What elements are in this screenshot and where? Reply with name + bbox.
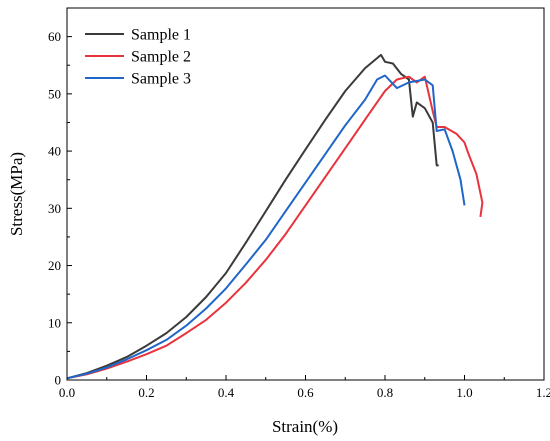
y-tick-label: 20: [48, 258, 61, 273]
series-line-3: [66, 74, 466, 380]
x-axis-title: Strain(%): [272, 417, 338, 436]
y-tick-label: 30: [48, 201, 61, 216]
legend: Sample 1 Sample 2 Sample 3: [85, 27, 191, 88]
y-tick-label: 10: [48, 315, 61, 330]
y-tick-label: 50: [48, 86, 61, 101]
plot-lines: [66, 53, 484, 380]
legend-label-1: Sample 1: [131, 27, 191, 44]
series-line-1: [66, 53, 439, 380]
y-tick-label: 0: [55, 373, 62, 388]
y-axis-ticks: 0 10 20 30 40 50 60: [48, 29, 72, 388]
x-tick-label: 0.0: [59, 385, 75, 400]
x-tick-label: 0.8: [377, 385, 393, 400]
series-line-2: [66, 75, 484, 380]
x-tick-label: 0.6: [297, 385, 314, 400]
x-tick-label: 1.2: [536, 385, 550, 400]
legend-label-3: Sample 3: [131, 71, 191, 88]
x-tick-label: 0.2: [138, 385, 154, 400]
x-tick-label: 0.4: [218, 385, 235, 400]
x-axis-ticks: 0.0 0.2 0.4 0.6 0.8 1.0 1.2: [59, 375, 550, 400]
legend-label-2: Sample 2: [131, 49, 191, 66]
y-axis-title: Stress(MPa): [7, 152, 26, 236]
y-tick-label: 60: [48, 29, 61, 44]
y-tick-label: 40: [48, 144, 61, 159]
x-tick-label: 1.0: [456, 385, 472, 400]
